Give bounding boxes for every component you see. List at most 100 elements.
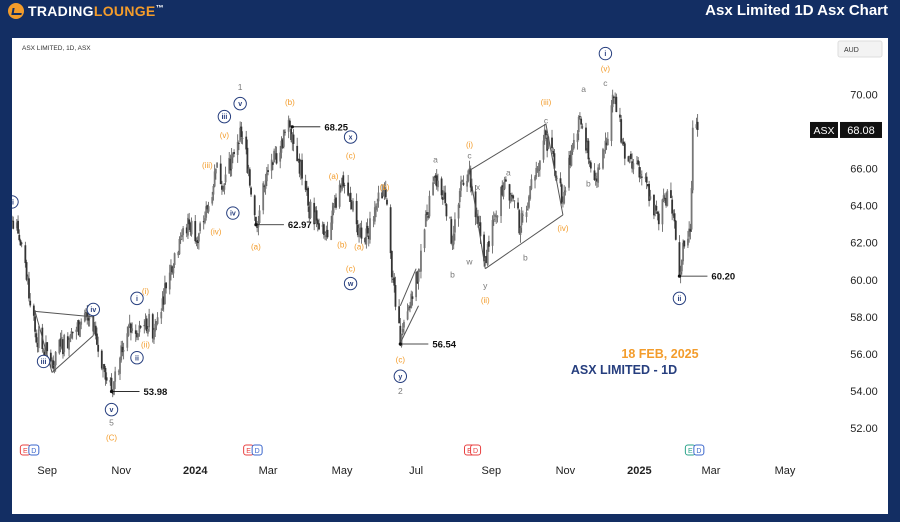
candle xyxy=(128,314,131,328)
event-marker[interactable]: D xyxy=(470,444,482,456)
candle xyxy=(656,210,659,221)
candle xyxy=(287,115,290,139)
candle-body xyxy=(341,177,343,190)
candle-body xyxy=(623,143,626,159)
candle-body xyxy=(392,278,394,280)
wave-label-text: a xyxy=(433,154,438,164)
candle xyxy=(509,192,512,204)
candle xyxy=(613,95,615,104)
candle xyxy=(427,212,430,220)
x-tick-label: May xyxy=(332,465,353,477)
candle-body xyxy=(49,352,52,362)
wave-label: a xyxy=(581,84,586,94)
candle xyxy=(185,223,188,238)
candle-body xyxy=(206,205,209,210)
x-tick-label: May xyxy=(775,465,796,477)
wave-label: v xyxy=(233,96,247,111)
candle xyxy=(577,115,580,141)
candle xyxy=(604,132,607,154)
candle xyxy=(619,107,621,123)
candle-body xyxy=(530,179,533,189)
candle xyxy=(239,121,242,143)
candle-body xyxy=(627,156,630,162)
event-marker[interactable]: D xyxy=(693,444,705,456)
candle xyxy=(672,209,675,218)
candle-body xyxy=(355,200,358,225)
candle-body xyxy=(230,156,233,169)
candle xyxy=(238,140,240,151)
wave-label: (ii) xyxy=(141,341,150,350)
candle-body xyxy=(204,218,206,223)
candle-body xyxy=(525,212,528,217)
wave-label: b xyxy=(586,178,591,188)
event-marker[interactable]: D xyxy=(251,444,263,456)
candle xyxy=(631,153,634,173)
channel-lower-line xyxy=(484,214,564,270)
candle-body xyxy=(188,219,191,225)
candle xyxy=(130,322,132,341)
candle-body xyxy=(546,137,549,151)
candle-body xyxy=(213,171,216,187)
candle-body xyxy=(564,190,567,193)
candle-body xyxy=(34,316,36,332)
candle-body xyxy=(398,306,401,324)
candle-body xyxy=(377,192,380,202)
candle xyxy=(93,321,96,335)
candle xyxy=(598,163,601,170)
candle-body xyxy=(673,213,676,222)
candle-body xyxy=(350,201,353,209)
candle-body xyxy=(483,234,485,262)
wave-label: c xyxy=(603,78,608,88)
candle xyxy=(381,184,384,199)
wave-label: x xyxy=(343,130,358,144)
wave-label-circle xyxy=(598,46,613,61)
wave-label: a xyxy=(433,154,438,164)
price-annotation: 68.25 xyxy=(290,122,349,133)
candle xyxy=(187,213,189,240)
tradinglounge-logo: TRADINGLOUNGE™ xyxy=(8,2,164,20)
candle-body xyxy=(462,182,465,185)
candle xyxy=(428,190,431,219)
candle-body xyxy=(105,377,108,381)
candle-body xyxy=(670,190,672,199)
candle xyxy=(113,381,115,396)
wave-label-text: b xyxy=(586,178,591,188)
candle xyxy=(687,230,689,248)
wave-label: (C) xyxy=(106,433,117,442)
candle-body xyxy=(25,262,28,280)
candle xyxy=(559,172,562,187)
candle xyxy=(230,148,233,177)
candle-body xyxy=(131,328,134,332)
candle-body xyxy=(563,191,566,204)
candle-body xyxy=(690,188,693,230)
candle-body xyxy=(383,187,386,194)
candle xyxy=(358,223,360,243)
candle-body xyxy=(69,335,72,343)
wave-label-text: 2 xyxy=(398,386,403,396)
event-marker-code: D xyxy=(473,448,478,455)
candle xyxy=(390,250,393,283)
candle-body xyxy=(646,183,649,186)
candle xyxy=(622,137,625,147)
candle xyxy=(620,115,623,144)
event-marker[interactable]: D xyxy=(28,444,40,456)
candle-body xyxy=(571,148,574,152)
candle-body xyxy=(645,176,648,183)
currency-button[interactable]: AUD xyxy=(837,40,883,58)
candle xyxy=(603,149,606,159)
candle-body xyxy=(657,213,660,225)
candle xyxy=(263,184,266,193)
candle-body xyxy=(519,227,522,235)
wave-label-text: (iv) xyxy=(210,228,221,237)
candle-body xyxy=(172,267,175,274)
candle-body xyxy=(272,162,274,165)
candle-body xyxy=(62,339,64,355)
candle xyxy=(452,225,455,250)
candle-body xyxy=(138,325,141,333)
candle xyxy=(433,175,436,184)
candle-body xyxy=(301,159,303,179)
candle xyxy=(508,183,511,209)
candle-body xyxy=(164,283,166,305)
candle xyxy=(445,202,448,221)
